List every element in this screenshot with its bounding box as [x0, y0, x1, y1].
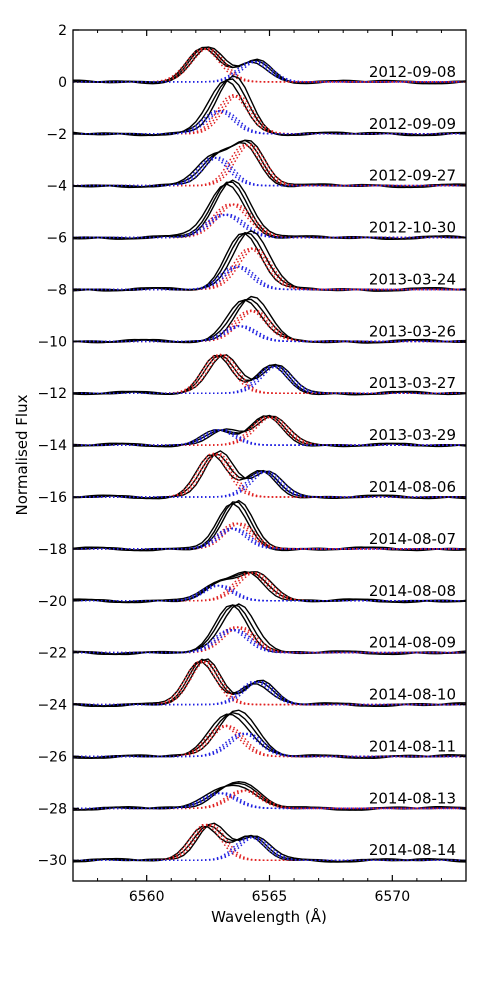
spectrum-2014-08-06 — [73, 450, 466, 500]
spectrum-2012-09-08 — [73, 46, 466, 85]
component-a-line — [73, 47, 466, 83]
observed-line — [73, 415, 466, 448]
component-a-line — [73, 571, 466, 602]
observed-line — [73, 295, 466, 344]
observed-line — [73, 454, 466, 500]
spectrum-date-label: 2012-09-27 — [369, 167, 456, 185]
spectrum-date-label: 2014-08-09 — [369, 634, 456, 652]
spectrum-2014-08-13 — [73, 780, 466, 811]
spectrum-2012-09-27 — [73, 139, 466, 189]
spectrum-2013-03-24 — [73, 229, 466, 292]
spectrum-date-label: 2014-08-10 — [369, 686, 456, 704]
component-b-line — [73, 628, 466, 654]
spectrum-date-label: 2014-08-07 — [369, 530, 456, 548]
observed-line — [73, 571, 466, 604]
observed-line — [73, 139, 466, 189]
observed-line — [73, 822, 466, 863]
spectrum-date-label: 2014-08-13 — [369, 789, 456, 807]
observed-line — [73, 780, 466, 811]
y-tick-label: 2 — [58, 23, 67, 39]
spectrum-2013-03-27 — [73, 353, 466, 396]
component-a-line — [73, 143, 466, 187]
component-a-line — [73, 789, 466, 810]
spectrum-date-label: 2013-03-29 — [369, 426, 456, 444]
observed-line — [73, 179, 466, 241]
spectrum-date-label: 2014-08-14 — [369, 841, 456, 859]
spectrum-date-label: 2012-09-08 — [369, 63, 456, 81]
y-tick-label: −14 — [37, 438, 67, 454]
component-a-line — [73, 354, 466, 394]
axis-ticks: 6560 6565 6570 2 0 −2 −4 −6 −8 −10 −12 −14 −16 −18 −20… — [37, 23, 467, 905]
component-a-line — [73, 247, 466, 291]
component-a-line — [73, 94, 466, 135]
plot-area — [73, 46, 466, 863]
spectrum-date-label: 2014-08-06 — [369, 478, 456, 496]
component-a-line — [73, 203, 466, 239]
y-tick-label: −28 — [37, 801, 67, 817]
component-b-line — [73, 365, 466, 394]
component-b-line — [73, 732, 466, 758]
observed-line — [73, 229, 466, 292]
component-a-line — [73, 660, 466, 706]
y-tick-label: −16 — [37, 490, 67, 506]
y-tick-label: −22 — [37, 646, 67, 662]
spectrum-2014-08-09 — [73, 603, 466, 656]
component-b-line — [73, 836, 466, 861]
component-a-line — [73, 247, 466, 291]
spectrum-2013-03-29 — [73, 414, 466, 448]
spectrum-date-label: 2013-03-24 — [369, 270, 456, 288]
y-axis-title: Normalised Flux — [13, 394, 31, 515]
spectrum-2014-08-14 — [73, 822, 466, 863]
x-axis-title: Wavelength (Å) — [211, 907, 327, 926]
component-b-line — [73, 680, 466, 706]
observed-line — [73, 571, 466, 604]
spectrum-date-label: 2012-10-30 — [369, 219, 456, 237]
y-tick-label: −4 — [46, 179, 67, 195]
y-tick-label: −6 — [46, 231, 67, 247]
y-tick-label: −20 — [37, 594, 67, 610]
spectrum-2014-08-07 — [73, 499, 466, 552]
y-tick-label: −30 — [37, 853, 67, 869]
y-tick-label: −2 — [46, 127, 67, 143]
y-tick-label: −24 — [37, 698, 67, 714]
component-b-line — [73, 470, 466, 498]
spectrum-date-label: 2014-08-08 — [369, 582, 456, 600]
observed-line — [73, 299, 466, 344]
y-tick-label: −10 — [37, 334, 67, 350]
component-a-line — [73, 626, 466, 654]
y-tick-label: −18 — [37, 542, 67, 558]
spectrum-2014-08-11 — [73, 709, 466, 759]
component-a-line — [73, 789, 466, 810]
y-tick-label: −8 — [46, 282, 67, 298]
component-a-line — [73, 309, 466, 343]
observed-line — [73, 499, 466, 551]
spectrum-2014-08-10 — [73, 658, 466, 708]
observed-line — [73, 231, 466, 292]
y-tick-label: −26 — [37, 749, 67, 765]
y-tick-label: 0 — [58, 75, 67, 91]
spectrum-date-label: 2013-03-27 — [369, 374, 456, 392]
component-b-line — [73, 156, 466, 187]
spectrum-date-label: 2014-08-11 — [369, 737, 456, 755]
spectrum-2013-03-26 — [73, 295, 466, 344]
spectrum-2014-08-08 — [73, 570, 466, 604]
component-a-line — [73, 522, 466, 550]
spectrum-2012-10-30 — [73, 179, 466, 241]
observed-line — [73, 414, 466, 448]
spectrum-date-label: 2013-03-26 — [369, 322, 456, 340]
x-tick-label: 6570 — [374, 889, 410, 905]
component-b-line — [73, 60, 466, 83]
component-b-line — [73, 213, 466, 239]
x-tick-label: 6565 — [252, 889, 288, 905]
component-a-line — [73, 203, 466, 239]
spectrum-date-label: 2012-09-09 — [369, 115, 456, 133]
spectrum-2012-09-09 — [73, 75, 466, 137]
x-tick-label: 6560 — [129, 889, 165, 905]
y-tick-label: −12 — [37, 386, 67, 402]
observed-line — [73, 75, 466, 137]
